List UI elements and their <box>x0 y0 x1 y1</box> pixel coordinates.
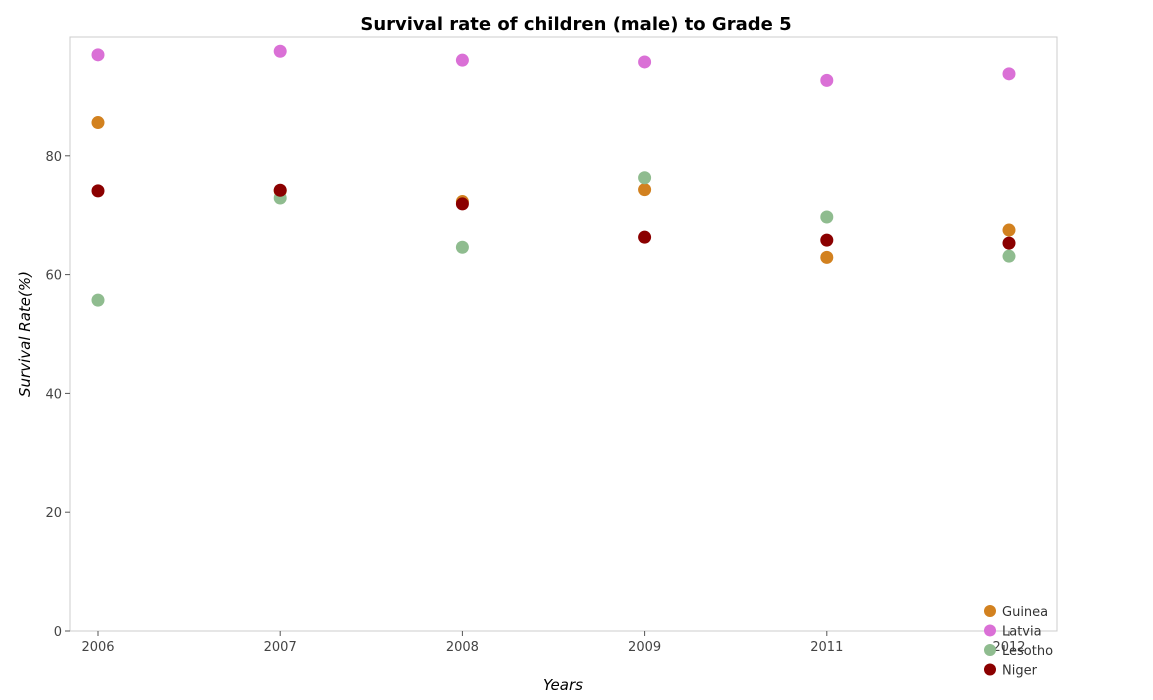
x-tick-label: 2011 <box>810 640 843 655</box>
point-guinea-2006 <box>91 116 105 130</box>
point-lesotho-2006 <box>91 293 105 307</box>
legend-label-lesotho: Lesotho <box>1002 644 1053 659</box>
chart-title: Survival rate of children (male) to Grad… <box>360 14 791 35</box>
legend-marker-niger <box>984 663 996 676</box>
y-axis-label: Survival Rate(%) <box>16 271 34 397</box>
legend-marker-lesotho <box>984 644 996 656</box>
point-guinea-2011 <box>820 250 834 264</box>
x-tick-label: 2006 <box>81 640 114 655</box>
point-guinea-2012 <box>1002 223 1016 237</box>
legend: Guinea Latvia Lesotho Niger <box>984 605 1053 679</box>
legend-label-guinea: Guinea <box>1002 605 1048 620</box>
x-tick-label: 2008 <box>446 640 479 655</box>
x-tick-label: 2007 <box>264 640 297 655</box>
point-niger-2011 <box>820 233 834 247</box>
point-niger-2009 <box>638 230 652 244</box>
legend-label-niger: Niger <box>1002 664 1038 679</box>
point-latvia-2006 <box>91 48 105 62</box>
y-tick-label: 20 <box>45 506 62 521</box>
point-niger-2012 <box>1002 236 1016 250</box>
point-latvia-2009 <box>638 55 652 69</box>
point-lesotho-2008 <box>455 240 469 254</box>
y-tick-label: 0 <box>54 625 62 640</box>
point-niger-2007 <box>273 183 287 197</box>
y-axis: 0 20 40 60 80 <box>45 150 70 640</box>
data-points <box>91 44 1016 307</box>
point-lesotho-2011 <box>820 210 834 224</box>
point-latvia-2012 <box>1002 67 1016 81</box>
point-lesotho-2009 <box>638 171 652 185</box>
y-tick-label: 40 <box>45 387 62 402</box>
legend-marker-latvia <box>984 624 996 637</box>
legend-marker-guinea <box>984 605 996 617</box>
y-tick-label: 80 <box>45 150 62 165</box>
point-guinea-2009 <box>638 183 652 197</box>
x-tick-label: 2012 <box>992 640 1025 655</box>
point-niger-2008 <box>455 197 469 211</box>
point-niger-2006 <box>91 184 105 198</box>
point-lesotho-2012 <box>1002 249 1016 263</box>
x-axis-label: Years <box>543 676 583 694</box>
point-latvia-2007 <box>273 44 287 58</box>
y-tick-label: 60 <box>45 269 62 284</box>
x-tick-label: 2009 <box>628 640 661 655</box>
point-latvia-2011 <box>820 73 834 87</box>
x-axis: 2006 2007 2008 2009 2011 2012 <box>81 631 1026 655</box>
point-latvia-2008 <box>455 53 469 67</box>
plot-area <box>69 36 1058 632</box>
legend-label-latvia: Latvia <box>1002 625 1042 640</box>
